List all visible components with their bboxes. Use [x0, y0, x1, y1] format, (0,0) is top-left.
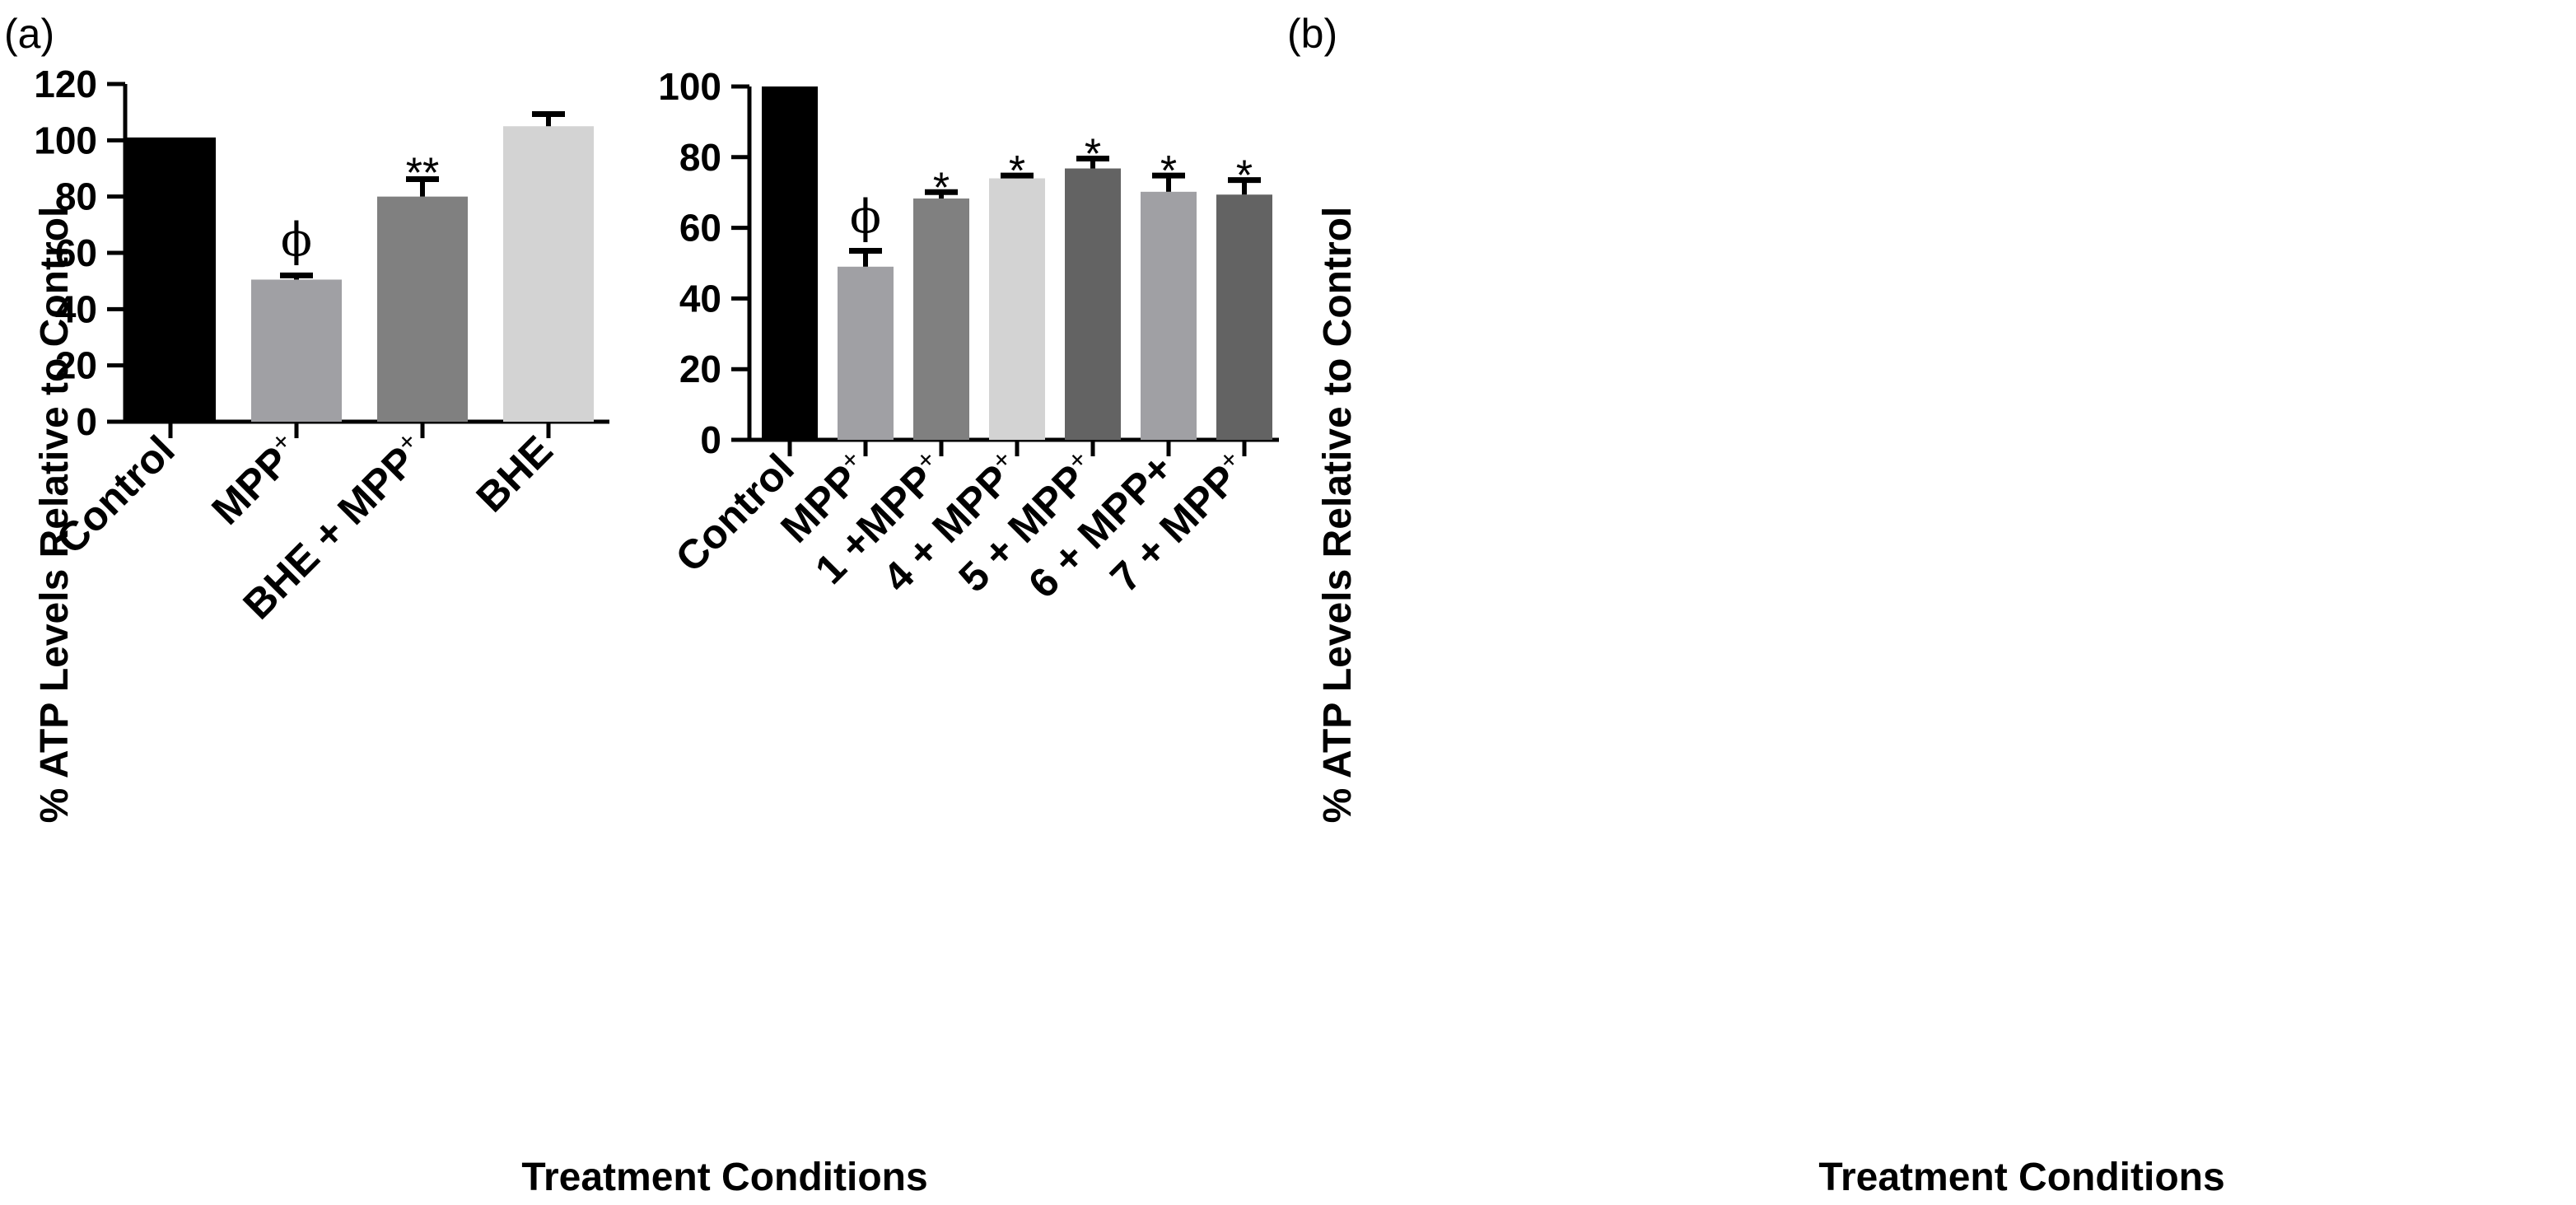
y-tick-label: 0	[700, 418, 721, 461]
bar	[251, 279, 342, 422]
y-tick-label: 120	[34, 63, 97, 105]
y-tick-label: 80	[55, 175, 97, 218]
significance-marker: ϕ	[281, 213, 312, 267]
x-axis-title: Treatment Conditions	[1818, 1156, 2224, 1199]
y-axis-title: % ATP Levels Relative to Control	[1316, 207, 1360, 824]
y-axis-title: % ATP Levels Relative to Control	[33, 207, 77, 824]
bar	[503, 126, 594, 422]
y-tick-label: 100	[658, 65, 721, 108]
y-tick-label: 20	[679, 348, 721, 390]
panel-label: (b)	[1287, 11, 1337, 57]
significance-marker: *	[1085, 131, 1101, 179]
bar	[1216, 194, 1272, 441]
y-tick-label: 0	[76, 400, 97, 443]
bar	[1065, 168, 1121, 440]
chart-panel-b: (b) % ATP Levels Relative to Control Tre…	[658, 11, 2224, 1199]
y-tick-label: 60	[679, 207, 721, 250]
significance-marker: *	[1009, 147, 1025, 195]
y-tick-label: 60	[55, 231, 97, 274]
significance-marker: ϕ	[850, 190, 881, 244]
significance-marker: *	[1160, 147, 1177, 195]
x-tick-label: BHE	[468, 427, 562, 521]
significance-marker: *	[933, 164, 950, 212]
y-tick-label: 20	[55, 344, 97, 387]
bar	[377, 196, 468, 422]
y-tick-label: 40	[55, 287, 97, 330]
bar	[989, 178, 1045, 441]
y-tick-label: 80	[679, 136, 721, 179]
x-tick-label: MPP+	[202, 426, 310, 534]
y-tick-label: 100	[34, 119, 97, 161]
bar	[125, 137, 216, 422]
bar	[1141, 191, 1197, 441]
x-axis-title: Treatment Conditions	[521, 1156, 927, 1199]
bar	[762, 86, 818, 440]
bar	[838, 266, 894, 440]
panel-label: (a)	[4, 11, 54, 57]
y-tick-label: 40	[679, 277, 721, 320]
significance-marker: **	[406, 149, 439, 197]
significance-marker: *	[1236, 152, 1253, 200]
bar	[913, 198, 969, 441]
